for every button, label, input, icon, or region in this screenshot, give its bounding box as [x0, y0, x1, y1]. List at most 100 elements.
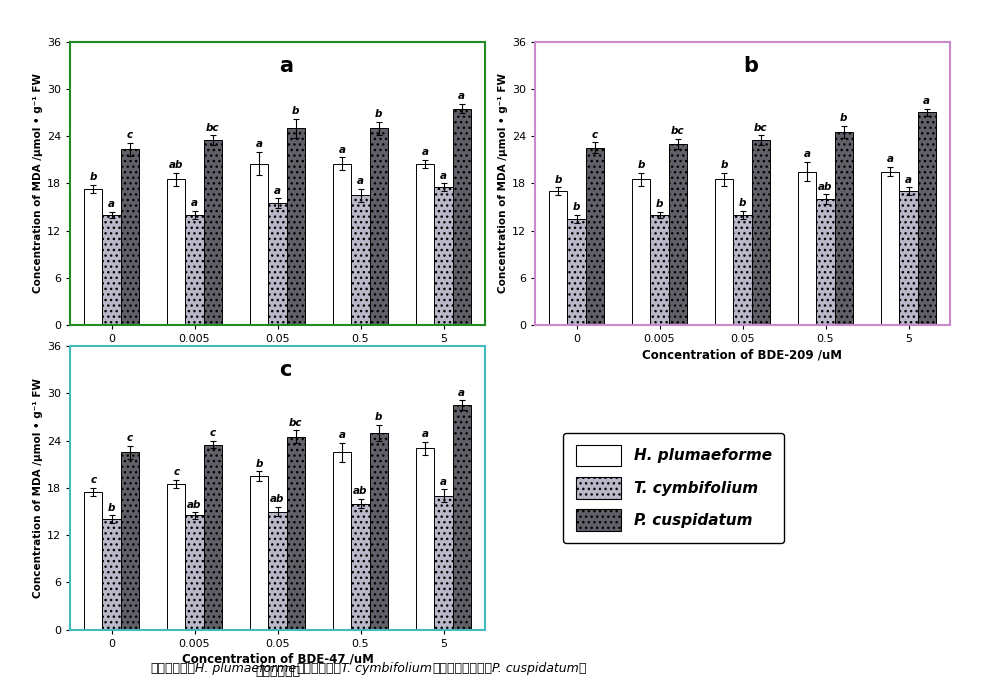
- Text: ab: ab: [169, 161, 183, 170]
- Text: ）；大羽韓（: ）；大羽韓（: [296, 662, 341, 675]
- Bar: [715, 179, 733, 325]
- Text: bc: bc: [671, 127, 685, 136]
- Bar: [167, 484, 185, 630]
- Bar: [250, 164, 268, 325]
- Text: ab: ab: [187, 500, 202, 509]
- Text: a: a: [887, 154, 894, 164]
- X-axis label: Concentration of Pb /mM: Concentration of Pb /mM: [195, 349, 360, 361]
- Text: T. cymbifolium: T. cymbifolium: [341, 662, 432, 675]
- Y-axis label: Concentration of MDA /μmol • g⁻¹ FW: Concentration of MDA /μmol • g⁻¹ FW: [498, 73, 508, 293]
- Text: bc: bc: [289, 417, 303, 428]
- Text: H. plumaeforme: H. plumaeforme: [195, 662, 296, 675]
- Bar: [185, 215, 204, 325]
- Text: 注：大灰韓（: 注：大灰韓（: [150, 662, 195, 675]
- Text: b: b: [638, 161, 645, 170]
- Text: 注：大灰韓（: 注：大灰韓（: [255, 665, 300, 678]
- Text: b: b: [743, 56, 758, 75]
- Text: bc: bc: [206, 122, 220, 133]
- Text: a: a: [279, 56, 293, 75]
- Bar: [268, 203, 287, 325]
- X-axis label: Concentration of BDE-209 /uM: Concentration of BDE-209 /uM: [642, 349, 842, 361]
- Bar: [669, 144, 687, 325]
- Text: b: b: [256, 459, 263, 468]
- Text: ab: ab: [270, 494, 285, 504]
- Bar: [733, 215, 752, 325]
- Text: a: a: [108, 199, 115, 209]
- Bar: [102, 520, 121, 630]
- Bar: [333, 164, 351, 325]
- Bar: [84, 492, 102, 630]
- Text: b: b: [555, 174, 562, 185]
- Text: c: c: [90, 475, 96, 485]
- Text: a: a: [440, 477, 447, 486]
- Text: c: c: [127, 433, 133, 444]
- Y-axis label: Concentration of MDA /μmol • g⁻¹ FW: Concentration of MDA /μmol • g⁻¹ FW: [33, 73, 43, 293]
- Text: a: a: [458, 388, 465, 398]
- Text: b: b: [292, 106, 299, 116]
- Text: ）: ）: [579, 662, 586, 675]
- Bar: [121, 149, 139, 325]
- Bar: [586, 148, 604, 325]
- Text: a: a: [422, 430, 429, 439]
- Text: ab: ab: [818, 182, 833, 192]
- Bar: [434, 495, 453, 630]
- Text: b: b: [656, 199, 663, 209]
- Bar: [102, 215, 121, 325]
- Bar: [204, 444, 222, 630]
- Text: b: b: [90, 172, 97, 182]
- Bar: [250, 476, 268, 630]
- Bar: [167, 179, 185, 325]
- Text: b: b: [840, 113, 847, 123]
- Text: b: b: [375, 412, 382, 422]
- Bar: [453, 109, 471, 325]
- Bar: [121, 453, 139, 630]
- Bar: [650, 215, 669, 325]
- Text: a: a: [905, 174, 912, 185]
- Text: a: a: [923, 95, 930, 106]
- Bar: [549, 191, 567, 325]
- Bar: [632, 179, 650, 325]
- Bar: [453, 405, 471, 630]
- Text: c: c: [173, 467, 179, 477]
- Bar: [268, 511, 287, 630]
- Text: a: a: [339, 430, 346, 440]
- X-axis label: Concentration of BDE-47 /uM: Concentration of BDE-47 /uM: [182, 653, 373, 666]
- Legend: H. plumaeforme, T. cymbifolium, P. cuspidatum: H. plumaeforme, T. cymbifolium, P. cuspi…: [563, 432, 784, 543]
- Bar: [351, 195, 370, 325]
- Text: a: a: [339, 145, 346, 154]
- Bar: [434, 188, 453, 325]
- Bar: [370, 128, 388, 325]
- Y-axis label: Concentration of MDA /μmol • g⁻¹ FW: Concentration of MDA /μmol • g⁻¹ FW: [33, 378, 43, 598]
- Text: b: b: [721, 161, 728, 170]
- Text: a: a: [191, 198, 198, 208]
- Bar: [185, 516, 204, 630]
- Text: a: a: [804, 149, 811, 159]
- Bar: [416, 448, 434, 630]
- Text: a: a: [256, 139, 263, 149]
- Text: b: b: [739, 198, 746, 208]
- Bar: [899, 191, 918, 325]
- Text: b: b: [573, 202, 580, 212]
- Bar: [370, 432, 388, 630]
- Text: c: c: [280, 361, 292, 380]
- Bar: [416, 164, 434, 325]
- Bar: [918, 113, 936, 325]
- Text: a: a: [422, 147, 429, 157]
- Text: ab: ab: [353, 486, 368, 496]
- Text: a: a: [274, 185, 281, 196]
- Text: c: c: [210, 428, 216, 438]
- Text: a: a: [357, 176, 364, 186]
- Bar: [287, 437, 305, 630]
- Bar: [567, 219, 586, 325]
- Text: P. cuspidatum: P. cuspidatum: [492, 662, 579, 675]
- Text: b: b: [375, 109, 382, 119]
- Bar: [752, 140, 770, 325]
- Bar: [351, 504, 370, 630]
- Bar: [881, 172, 899, 325]
- Text: a: a: [440, 171, 447, 181]
- Bar: [287, 128, 305, 325]
- Bar: [333, 453, 351, 630]
- Bar: [84, 189, 102, 325]
- Text: b: b: [108, 502, 115, 513]
- Bar: [816, 199, 835, 325]
